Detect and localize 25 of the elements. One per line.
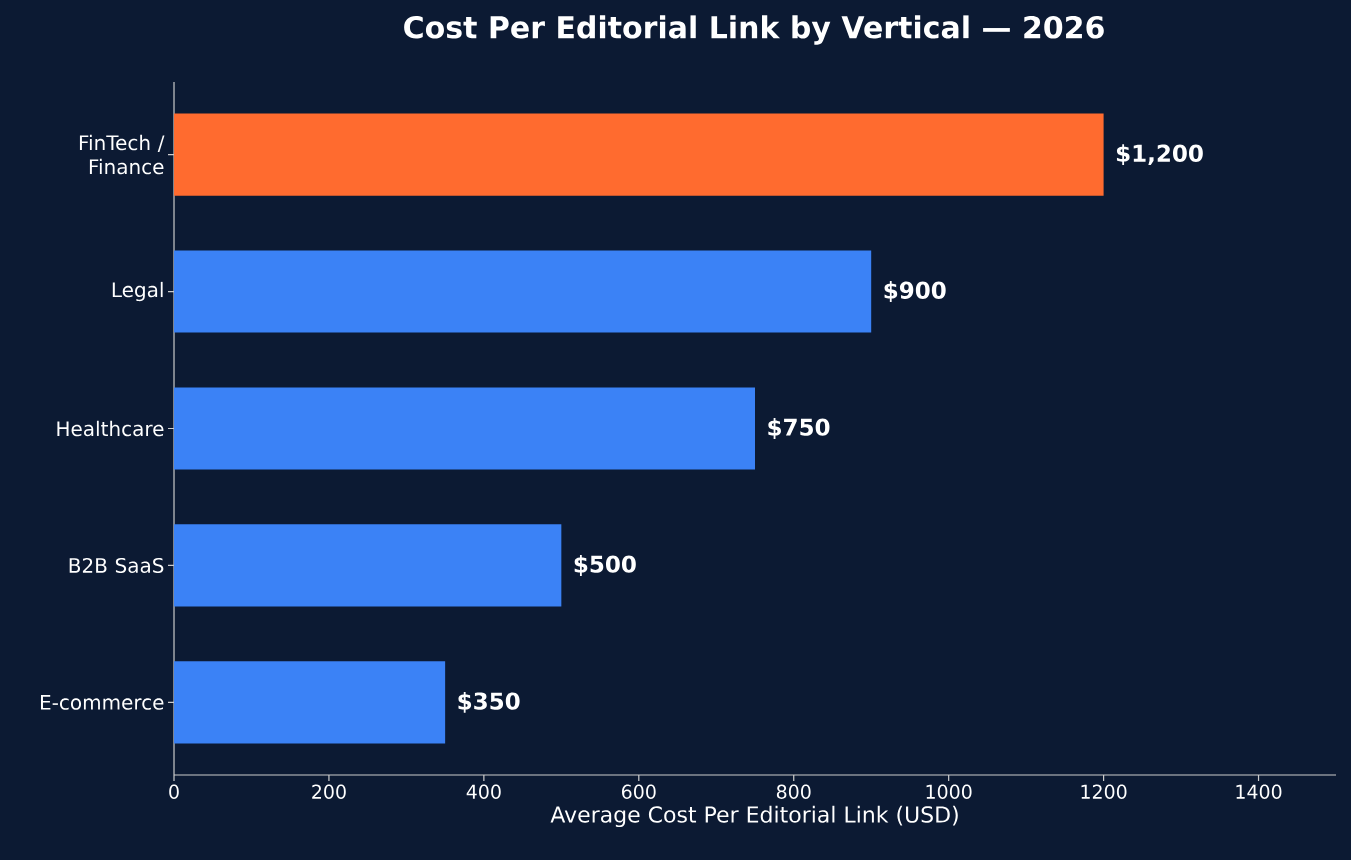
bar <box>174 113 1104 196</box>
x-tick-label: 1400 <box>1236 784 1282 799</box>
data-label: $500 <box>574 555 636 576</box>
bar <box>174 250 872 333</box>
y-tick-label: B2B SaaS <box>69 557 164 574</box>
data-label: $750 <box>768 418 830 439</box>
x-tick-label: 400 <box>466 784 501 799</box>
y-tick-label: Healthcare <box>57 420 164 437</box>
y-tick-label: E-commerce <box>40 694 164 710</box>
x-tick-label: 1200 <box>1081 784 1127 799</box>
x-tick-label: 1000 <box>926 784 972 799</box>
x-tick-label: 600 <box>622 784 656 799</box>
x-axis-title: Average Cost Per Editorial Link (USD) <box>550 805 958 828</box>
bar <box>174 387 755 470</box>
bar <box>174 661 446 744</box>
x-tick-label: 200 <box>312 784 346 799</box>
chart-title: Cost Per Editorial Link by Vertical — 2026 <box>404 15 1104 45</box>
data-label: $350 <box>458 691 520 713</box>
bar <box>174 524 562 607</box>
y-tick-label: FinTech / Finance <box>79 134 165 175</box>
y-tick-label: Legal <box>112 281 163 302</box>
data-label: $1,200 <box>1116 144 1203 166</box>
x-tick-label: 0 <box>169 784 179 799</box>
x-tick-label: 800 <box>776 784 811 799</box>
data-label: $900 <box>884 281 946 302</box>
